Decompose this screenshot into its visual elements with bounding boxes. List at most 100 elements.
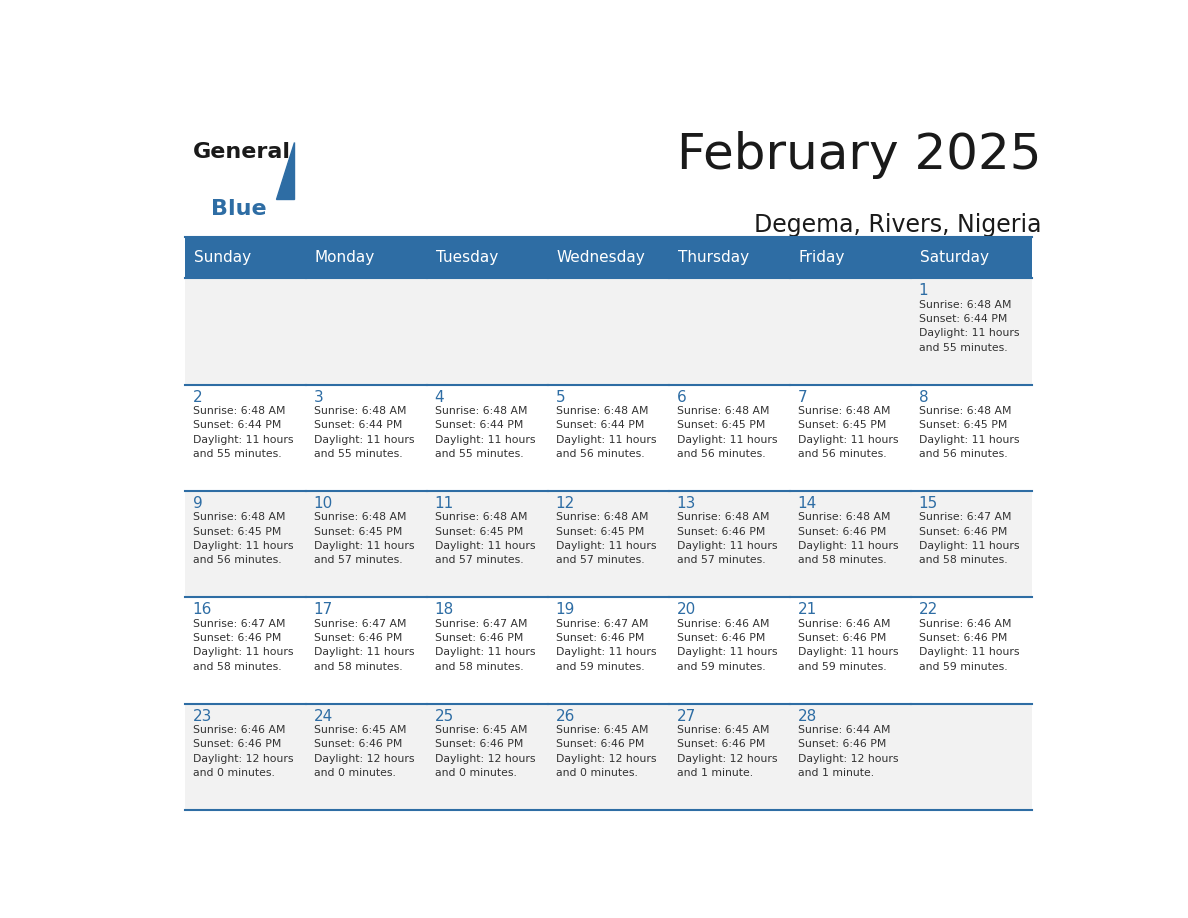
Bar (185, 278, 307, 385)
Text: 3: 3 (314, 389, 323, 405)
Text: Saturday: Saturday (920, 251, 988, 265)
Text: Sunrise: 6:46 AM
Sunset: 6:46 PM
Daylight: 11 hours
and 59 minutes.: Sunrise: 6:46 AM Sunset: 6:46 PM Dayligh… (677, 619, 777, 672)
Text: 17: 17 (314, 602, 333, 617)
Text: Sunrise: 6:45 AM
Sunset: 6:46 PM
Daylight: 12 hours
and 0 minutes.: Sunrise: 6:45 AM Sunset: 6:46 PM Dayligh… (556, 725, 656, 778)
Bar (307, 491, 428, 598)
Bar (549, 598, 669, 703)
Bar (428, 491, 549, 598)
Bar (428, 598, 549, 703)
Text: 27: 27 (677, 709, 696, 723)
Bar (428, 278, 549, 385)
Text: 4: 4 (435, 389, 444, 405)
Text: Sunrise: 6:48 AM
Sunset: 6:44 PM
Daylight: 11 hours
and 56 minutes.: Sunrise: 6:48 AM Sunset: 6:44 PM Dayligh… (556, 406, 656, 459)
Text: 2: 2 (192, 389, 202, 405)
Text: 16: 16 (192, 602, 213, 617)
Bar (307, 385, 428, 491)
Text: Sunrise: 6:48 AM
Sunset: 6:46 PM
Daylight: 11 hours
and 57 minutes.: Sunrise: 6:48 AM Sunset: 6:46 PM Dayligh… (677, 512, 777, 565)
Bar (669, 703, 790, 810)
Text: Blue: Blue (211, 198, 267, 218)
Bar (185, 598, 307, 703)
Text: 12: 12 (556, 496, 575, 511)
Text: Sunrise: 6:47 AM
Sunset: 6:46 PM
Daylight: 11 hours
and 58 minutes.: Sunrise: 6:47 AM Sunset: 6:46 PM Dayligh… (918, 512, 1019, 565)
Bar (790, 385, 911, 491)
Text: Sunrise: 6:44 AM
Sunset: 6:46 PM
Daylight: 12 hours
and 1 minute.: Sunrise: 6:44 AM Sunset: 6:46 PM Dayligh… (797, 725, 898, 778)
Text: 1: 1 (918, 284, 928, 298)
Text: Friday: Friday (798, 251, 845, 265)
Text: Sunrise: 6:45 AM
Sunset: 6:46 PM
Daylight: 12 hours
and 1 minute.: Sunrise: 6:45 AM Sunset: 6:46 PM Dayligh… (677, 725, 777, 778)
Text: Wednesday: Wednesday (557, 251, 645, 265)
Text: 14: 14 (797, 496, 817, 511)
Bar (549, 491, 669, 598)
Text: 22: 22 (918, 602, 939, 617)
Text: 24: 24 (314, 709, 333, 723)
Bar (549, 385, 669, 491)
Text: 10: 10 (314, 496, 333, 511)
Text: Sunday: Sunday (194, 251, 251, 265)
Text: 6: 6 (677, 389, 687, 405)
Text: Sunrise: 6:47 AM
Sunset: 6:46 PM
Daylight: 11 hours
and 58 minutes.: Sunrise: 6:47 AM Sunset: 6:46 PM Dayligh… (435, 619, 536, 672)
Text: 18: 18 (435, 602, 454, 617)
Text: Sunrise: 6:48 AM
Sunset: 6:45 PM
Daylight: 11 hours
and 56 minutes.: Sunrise: 6:48 AM Sunset: 6:45 PM Dayligh… (918, 406, 1019, 459)
Bar (669, 278, 790, 385)
Text: Sunrise: 6:45 AM
Sunset: 6:46 PM
Daylight: 12 hours
and 0 minutes.: Sunrise: 6:45 AM Sunset: 6:46 PM Dayligh… (314, 725, 415, 778)
Text: Degema, Rivers, Nigeria: Degema, Rivers, Nigeria (754, 213, 1042, 237)
Text: Sunrise: 6:48 AM
Sunset: 6:45 PM
Daylight: 11 hours
and 56 minutes.: Sunrise: 6:48 AM Sunset: 6:45 PM Dayligh… (797, 406, 898, 459)
Bar (185, 491, 307, 598)
Text: February 2025: February 2025 (677, 131, 1042, 179)
Text: Sunrise: 6:47 AM
Sunset: 6:46 PM
Daylight: 11 hours
and 59 minutes.: Sunrise: 6:47 AM Sunset: 6:46 PM Dayligh… (556, 619, 656, 672)
Text: 28: 28 (797, 709, 817, 723)
Bar (911, 598, 1032, 703)
Text: Sunrise: 6:48 AM
Sunset: 6:45 PM
Daylight: 11 hours
and 57 minutes.: Sunrise: 6:48 AM Sunset: 6:45 PM Dayligh… (556, 512, 656, 565)
Text: Sunrise: 6:48 AM
Sunset: 6:44 PM
Daylight: 11 hours
and 55 minutes.: Sunrise: 6:48 AM Sunset: 6:44 PM Dayligh… (435, 406, 536, 459)
Text: 25: 25 (435, 709, 454, 723)
Bar (790, 278, 911, 385)
Text: Sunrise: 6:47 AM
Sunset: 6:46 PM
Daylight: 11 hours
and 58 minutes.: Sunrise: 6:47 AM Sunset: 6:46 PM Dayligh… (192, 619, 293, 672)
Bar (549, 278, 669, 385)
Bar (185, 238, 1032, 278)
Text: Sunrise: 6:48 AM
Sunset: 6:44 PM
Daylight: 11 hours
and 55 minutes.: Sunrise: 6:48 AM Sunset: 6:44 PM Dayligh… (192, 406, 293, 459)
Text: Sunrise: 6:46 AM
Sunset: 6:46 PM
Daylight: 11 hours
and 59 minutes.: Sunrise: 6:46 AM Sunset: 6:46 PM Dayligh… (918, 619, 1019, 672)
Text: 9: 9 (192, 496, 202, 511)
Bar (669, 491, 790, 598)
Text: 21: 21 (797, 602, 817, 617)
Text: Sunrise: 6:47 AM
Sunset: 6:46 PM
Daylight: 11 hours
and 58 minutes.: Sunrise: 6:47 AM Sunset: 6:46 PM Dayligh… (314, 619, 415, 672)
Text: 11: 11 (435, 496, 454, 511)
Polygon shape (276, 142, 293, 198)
Text: Monday: Monday (315, 251, 375, 265)
Text: 5: 5 (556, 389, 565, 405)
Text: Sunrise: 6:48 AM
Sunset: 6:45 PM
Daylight: 11 hours
and 56 minutes.: Sunrise: 6:48 AM Sunset: 6:45 PM Dayligh… (192, 512, 293, 565)
Text: Tuesday: Tuesday (436, 251, 498, 265)
Text: Sunrise: 6:46 AM
Sunset: 6:46 PM
Daylight: 12 hours
and 0 minutes.: Sunrise: 6:46 AM Sunset: 6:46 PM Dayligh… (192, 725, 293, 778)
Text: 19: 19 (556, 602, 575, 617)
Bar (790, 703, 911, 810)
Bar (669, 598, 790, 703)
Text: Sunrise: 6:48 AM
Sunset: 6:46 PM
Daylight: 11 hours
and 58 minutes.: Sunrise: 6:48 AM Sunset: 6:46 PM Dayligh… (797, 512, 898, 565)
Text: Sunrise: 6:45 AM
Sunset: 6:46 PM
Daylight: 12 hours
and 0 minutes.: Sunrise: 6:45 AM Sunset: 6:46 PM Dayligh… (435, 725, 536, 778)
Bar (428, 703, 549, 810)
Bar (669, 385, 790, 491)
Bar (790, 598, 911, 703)
Text: 26: 26 (556, 709, 575, 723)
Bar (185, 385, 307, 491)
Text: Sunrise: 6:48 AM
Sunset: 6:45 PM
Daylight: 11 hours
and 57 minutes.: Sunrise: 6:48 AM Sunset: 6:45 PM Dayligh… (314, 512, 415, 565)
Bar (549, 703, 669, 810)
Text: Sunrise: 6:48 AM
Sunset: 6:44 PM
Daylight: 11 hours
and 55 minutes.: Sunrise: 6:48 AM Sunset: 6:44 PM Dayligh… (918, 299, 1019, 353)
Bar (307, 703, 428, 810)
Text: General: General (192, 142, 291, 162)
Text: 15: 15 (918, 496, 939, 511)
Text: 20: 20 (677, 602, 696, 617)
Text: Sunrise: 6:46 AM
Sunset: 6:46 PM
Daylight: 11 hours
and 59 minutes.: Sunrise: 6:46 AM Sunset: 6:46 PM Dayligh… (797, 619, 898, 672)
Text: Thursday: Thursday (677, 251, 748, 265)
Bar (307, 278, 428, 385)
Text: 23: 23 (192, 709, 213, 723)
Bar (428, 385, 549, 491)
Bar (911, 703, 1032, 810)
Text: 13: 13 (677, 496, 696, 511)
Bar (911, 385, 1032, 491)
Text: 8: 8 (918, 389, 928, 405)
Bar (185, 703, 307, 810)
Bar (307, 598, 428, 703)
Text: Sunrise: 6:48 AM
Sunset: 6:45 PM
Daylight: 11 hours
and 57 minutes.: Sunrise: 6:48 AM Sunset: 6:45 PM Dayligh… (435, 512, 536, 565)
Bar (911, 278, 1032, 385)
Text: Sunrise: 6:48 AM
Sunset: 6:44 PM
Daylight: 11 hours
and 55 minutes.: Sunrise: 6:48 AM Sunset: 6:44 PM Dayligh… (314, 406, 415, 459)
